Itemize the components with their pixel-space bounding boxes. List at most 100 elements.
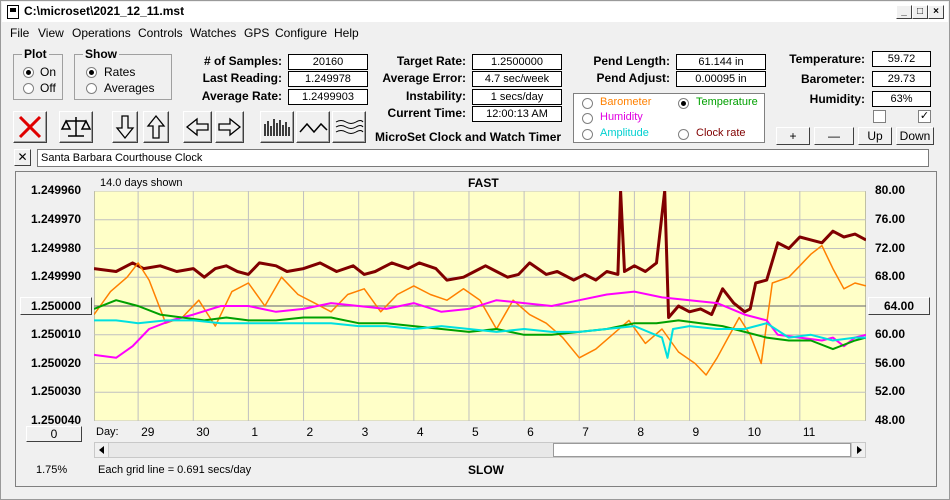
- horizontal-scrollbar[interactable]: [94, 442, 866, 458]
- humidity-option: Humidity: [600, 111, 643, 123]
- last-reading-label: Last Reading:: [202, 71, 282, 85]
- amplitude-radio[interactable]: [582, 129, 593, 140]
- left-tick-label: 1.249980: [31, 240, 82, 255]
- menu-help[interactable]: Help: [334, 26, 359, 40]
- zero-button[interactable]: 0: [26, 426, 82, 442]
- day-tick-label: 5: [471, 425, 479, 439]
- reference-right-button[interactable]: 64.00: [868, 297, 930, 315]
- barometer-radio[interactable]: [582, 98, 593, 109]
- left-tick-label: 1.250010: [31, 326, 82, 341]
- product-title: MicroSet Clock and Watch Timer: [375, 130, 562, 144]
- minimize-button[interactable]: _: [896, 5, 912, 19]
- right-tick-label: 48.00: [875, 413, 906, 427]
- right-tick-label: 68.00: [875, 269, 906, 284]
- scroll-right-icon[interactable]: [851, 443, 865, 457]
- clockrate-option: Clock rate: [696, 127, 746, 139]
- checkbox-2[interactable]: ✓: [918, 110, 931, 123]
- average-error-value: 4.7 sec/week: [472, 71, 562, 87]
- app-icon: [7, 5, 19, 19]
- source-name-field[interactable]: Santa Barbara Courthouse Clock: [37, 149, 929, 167]
- temperature-radio[interactable]: [678, 98, 689, 109]
- menu-operations[interactable]: Operations: [72, 26, 131, 40]
- menu-configure[interactable]: Configure: [275, 26, 328, 40]
- humidity-label: Humidity:: [809, 92, 865, 106]
- scroll-left-icon[interactable]: [95, 443, 109, 457]
- fast-label: FAST: [468, 176, 499, 190]
- day-tick-label: 29: [141, 425, 155, 439]
- menu-controls[interactable]: Controls: [138, 26, 183, 40]
- menu-gps[interactable]: GPS: [244, 26, 270, 40]
- histogram-icon: [264, 119, 290, 136]
- scroll-thumb[interactable]: [553, 443, 851, 457]
- balance-button[interactable]: [59, 111, 93, 143]
- plot-on-radio[interactable]: [23, 67, 34, 78]
- day-tick-label: 7: [582, 425, 589, 439]
- temperature-value: 59.72: [872, 51, 931, 67]
- show-group: Show Rates Averages: [74, 47, 172, 100]
- stop-button[interactable]: [13, 111, 47, 143]
- arrow-up-button[interactable]: [143, 111, 169, 143]
- arrow-right-button[interactable]: [215, 111, 244, 143]
- plus-button[interactable]: +: [776, 127, 810, 145]
- close-window-button[interactable]: ×: [928, 5, 944, 19]
- average-rate-value: 1.2499903: [288, 89, 368, 105]
- arrow-left-button[interactable]: [183, 111, 212, 143]
- arrow-down-icon: [115, 115, 135, 140]
- last-reading-value: 1.249978: [288, 71, 368, 87]
- down-button[interactable]: Down: [896, 127, 934, 145]
- humidity-radio[interactable]: [582, 113, 593, 124]
- show-group-label: Show: [83, 47, 119, 61]
- average-error-label: Average Error:: [382, 71, 466, 85]
- right-tick-label: 52.00: [875, 384, 906, 399]
- day-tick-label: 1: [251, 425, 259, 439]
- instability-label: Instability:: [405, 89, 466, 103]
- temperature-option: Temperature: [696, 96, 758, 108]
- arrow-down-button[interactable]: [112, 111, 138, 143]
- reference-left-button[interactable]: 1.250000: [20, 297, 92, 315]
- menu-file[interactable]: File: [10, 26, 30, 40]
- plot-off-radio[interactable]: [23, 83, 34, 94]
- minus-button[interactable]: —: [814, 127, 854, 145]
- plot-off-label: Off: [40, 81, 56, 95]
- up-button[interactable]: Up: [858, 127, 892, 145]
- pend-adjust-label: Pend Adjust:: [596, 71, 670, 85]
- show-averages-label: Averages: [104, 81, 155, 95]
- checkbox-1[interactable]: [873, 110, 886, 123]
- wave-button[interactable]: [296, 111, 330, 143]
- histogram-button[interactable]: [260, 111, 294, 143]
- day-tick-label: 3: [361, 425, 369, 439]
- left-tick-label: 1.250040: [31, 413, 82, 427]
- left-tick-label: 1.249960: [31, 183, 82, 197]
- show-averages-radio[interactable]: [86, 83, 97, 94]
- title-bar: C:\microset\2021_12_11.mst _ □ ×: [2, 2, 948, 22]
- right-tick-label: 56.00: [875, 355, 906, 370]
- clear-source-button[interactable]: ✕: [14, 149, 31, 166]
- maximize-button[interactable]: □: [912, 5, 928, 19]
- plot-on-label: On: [40, 65, 57, 79]
- day-tick-label: 9: [692, 425, 700, 439]
- left-tick-label: 1.250030: [31, 384, 82, 399]
- humidity-value: 63%: [872, 91, 931, 107]
- menu-watches[interactable]: Watches: [190, 26, 237, 40]
- right-tick-label: 80.00: [875, 183, 906, 197]
- pend-length-value: 61.144 in: [676, 54, 766, 70]
- samples-label: # of Samples:: [203, 54, 282, 68]
- barometer-label: Barometer:: [800, 72, 865, 86]
- series-amplitude: [94, 319, 866, 359]
- samples-value: 20160: [288, 54, 368, 70]
- series-clockrate: [94, 191, 866, 319]
- arrow-right-icon: [218, 117, 242, 137]
- right-tick-label: 72.00: [875, 240, 906, 255]
- menu-bar: File View Operations Controls Watches GP…: [2, 24, 948, 42]
- xaxis-day-label: Day:: [96, 426, 119, 438]
- show-rates-radio[interactable]: [86, 67, 97, 78]
- days-shown-label: 14.0 days shown: [100, 177, 183, 189]
- day-tick-label: 10: [747, 425, 762, 439]
- target-rate-label: Target Rate:: [396, 54, 466, 68]
- plot-group: Plot On Off: [13, 47, 63, 100]
- clockrate-radio[interactable]: [678, 129, 689, 140]
- noise-button[interactable]: [332, 111, 366, 143]
- show-rates-label: Rates: [104, 65, 136, 79]
- day-tick-label: 2: [306, 425, 314, 439]
- menu-view[interactable]: View: [38, 26, 64, 40]
